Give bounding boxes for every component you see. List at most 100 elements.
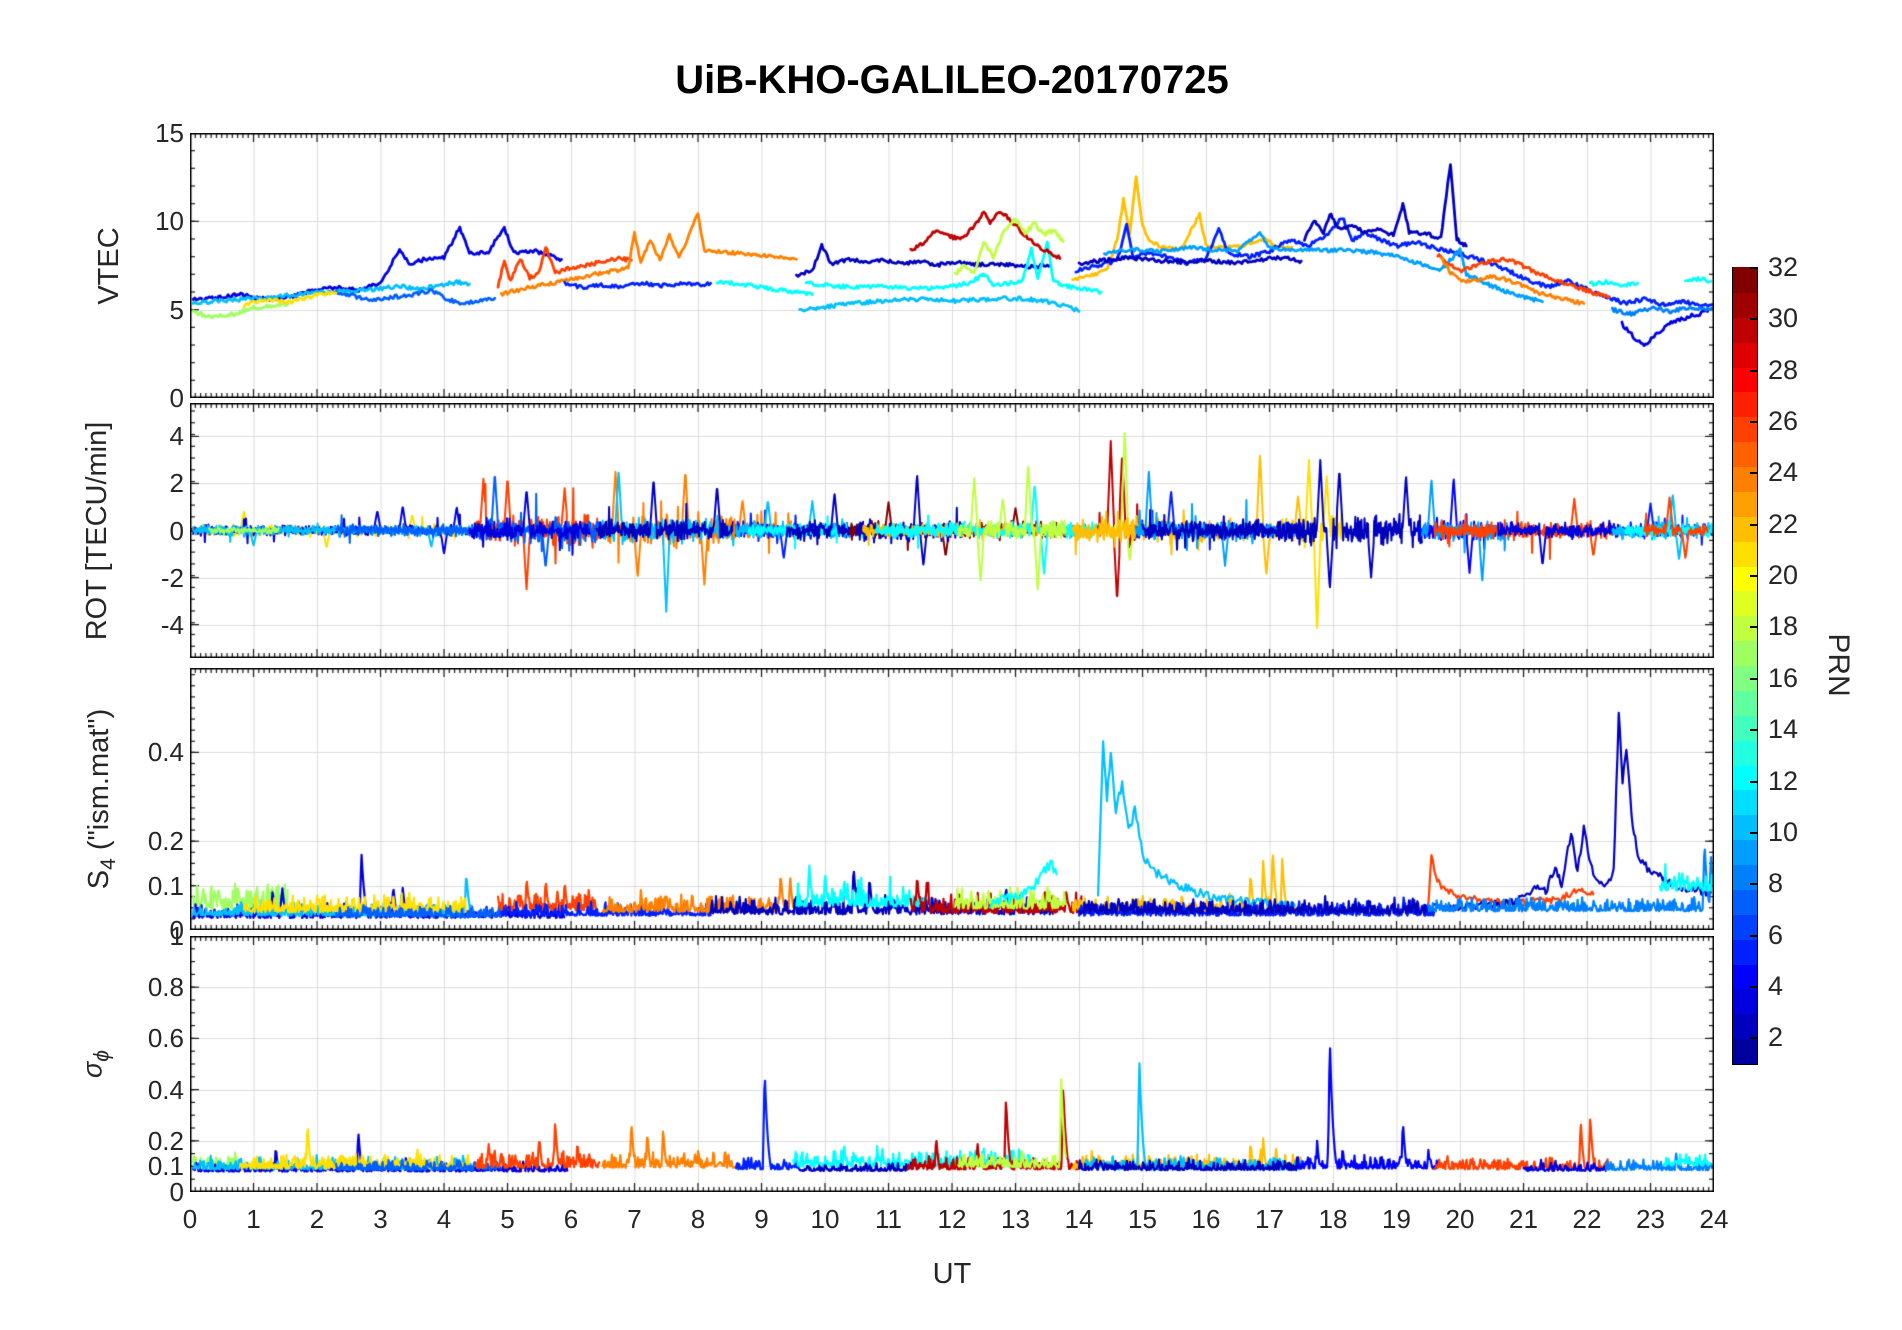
y-tick-label-sigma-phi: 0.1: [147, 1151, 184, 1182]
x-tick-label: 10: [810, 1204, 840, 1234]
y-tick-label-sigma-phi: 0.6: [147, 1023, 184, 1054]
colorbar-tick-label: 32: [1768, 252, 1799, 282]
x-axis-label: UT: [932, 1258, 972, 1290]
colorbar-block-prn-3: [1733, 988, 1757, 1015]
colorbar-tick-label: 20: [1768, 560, 1799, 591]
colorbar-tick-label: 2: [1768, 1022, 1784, 1053]
colorbar-tick-label: 26: [1768, 406, 1799, 437]
y-tick-label-sigma-phi: 0.8: [147, 972, 184, 1003]
y-label-text: σ: [77, 1061, 108, 1078]
y-tick-label-s4: 0: [169, 915, 184, 945]
colorbar-tick-label: 4: [1768, 970, 1784, 1001]
y-tick-label-vtec: 0: [169, 383, 184, 413]
y-tick-label-sigma-phi: 0: [169, 1177, 184, 1207]
panel-canvas-rot: [190, 403, 1714, 658]
y-label-subscript: 4: [97, 858, 120, 870]
colorbar-block-prn-19: [1733, 590, 1757, 617]
x-tick-label: 0: [182, 1204, 198, 1234]
colorbar-tick: [1750, 267, 1757, 269]
x-tick-label: 13: [1001, 1204, 1030, 1234]
colorbar-block-prn-30: [1733, 317, 1757, 343]
x-tick-label: 3: [373, 1204, 388, 1234]
y-label-suffix: ("ism.mat"): [83, 708, 115, 859]
y-tick-label-s4: 0.1: [147, 870, 184, 901]
colorbar-tick-label: 18: [1768, 611, 1799, 642]
colorbar-tick: [1750, 729, 1757, 732]
colorbar-tick: [1750, 677, 1757, 680]
colorbar-block-prn-10: [1733, 814, 1757, 841]
colorbar-block-prn-31: [1733, 292, 1757, 318]
colorbar-tick-label: 16: [1768, 662, 1799, 693]
y-tick-label-sigma-phi: 0.2: [147, 1125, 184, 1156]
colorbar-tick: [1750, 421, 1757, 424]
colorbar-block-prn-2: [1733, 1013, 1757, 1040]
x-tick-label: 5: [500, 1204, 515, 1234]
y-tick-label-rot: -2: [160, 562, 184, 593]
x-tick-label: 12: [937, 1204, 967, 1234]
colorbar-block-prn-29: [1733, 342, 1757, 368]
colorbar-tick: [1750, 523, 1757, 526]
y-tick-label-vtec: 15: [155, 118, 184, 148]
colorbar-block-prn-25: [1733, 441, 1757, 467]
x-tick-label: 4: [436, 1204, 452, 1234]
colorbar-tick-label: 12: [1768, 765, 1799, 796]
colorbar-block-prn-13: [1733, 740, 1757, 766]
colorbar-tick: [1750, 369, 1757, 372]
colorbar-block-prn-22: [1733, 516, 1757, 542]
x-tick-label: 17: [1255, 1204, 1284, 1234]
y-tick-label-rot: 2: [169, 468, 184, 499]
colorbar-block-prn-21: [1733, 541, 1757, 567]
x-tick-label: 14: [1064, 1204, 1094, 1234]
x-tick-label: 7: [627, 1204, 642, 1234]
colorbar-tick: [1750, 1037, 1757, 1040]
colorbar-tick: [1750, 780, 1757, 783]
colorbar-tick: [1750, 883, 1757, 886]
y-tick-label-vtec: 10: [155, 206, 184, 237]
y-label-subscript: ϕ: [90, 1050, 114, 1062]
panel-canvas-vtec: [190, 133, 1714, 398]
y-label-text: S: [83, 869, 115, 890]
x-tick-label: 18: [1318, 1204, 1348, 1234]
y-tick-label-rot: 0: [169, 515, 184, 546]
colorbar-tick-label: 28: [1768, 354, 1799, 385]
chart-title: UiB-KHO-GALILEO-20170725: [675, 58, 1229, 102]
colorbar-block-prn-1: [1733, 1038, 1757, 1064]
x-tick-label: 1: [246, 1204, 261, 1234]
colorbar-tick-label: 10: [1768, 816, 1799, 847]
y-label-text: VTEC: [93, 226, 125, 305]
x-tick-label: 21: [1509, 1204, 1538, 1234]
colorbar-tick-label: 6: [1768, 919, 1784, 950]
x-tick-label: 22: [1572, 1204, 1602, 1234]
x-tick-label: 8: [690, 1204, 706, 1234]
colorbar-block-prn-32: [1733, 267, 1757, 293]
colorbar-block-prn-15: [1733, 690, 1757, 716]
x-tick-label: 6: [563, 1204, 579, 1234]
x-tick-label: 19: [1382, 1204, 1411, 1234]
x-tick-label: 11: [875, 1204, 902, 1234]
colorbar-block-prn-7: [1733, 889, 1757, 915]
panel-canvas-s4: [190, 668, 1714, 930]
y-tick-label-vtec: 5: [169, 294, 184, 325]
y-axis-label-rot: ROT [TECU/min]: [81, 421, 119, 640]
colorbar-tick: [1750, 318, 1757, 321]
y-axis-label-sigma-phi: σϕ: [78, 1050, 115, 1078]
colorbar-block-prn-11: [1733, 789, 1757, 816]
y-tick-label-sigma-phi: 1: [169, 921, 184, 951]
colorbar-block-prn-26: [1733, 416, 1757, 443]
y-tick-label-rot: -4: [160, 609, 184, 640]
panel-canvas-sigma-phi: [190, 936, 1714, 1192]
colorbar-block-prn-4: [1733, 963, 1757, 990]
x-tick-label: 23: [1636, 1204, 1665, 1234]
colorbar-block-prn-9: [1733, 839, 1757, 865]
y-axis-label-s4: S4 ("ism.mat"): [83, 709, 121, 890]
y-tick-label-sigma-phi: 0.4: [147, 1074, 184, 1105]
y-label-text: ROT [TECU/min]: [81, 421, 113, 640]
colorbar-tick-label: 22: [1768, 508, 1799, 539]
colorbar-block-prn-20: [1733, 565, 1757, 592]
colorbar-tick-label: 8: [1768, 868, 1784, 899]
colorbar-tick: [1750, 985, 1757, 988]
colorbar: [1732, 267, 1758, 1065]
colorbar-block-prn-17: [1733, 640, 1757, 666]
colorbar-tick: [1750, 934, 1757, 937]
